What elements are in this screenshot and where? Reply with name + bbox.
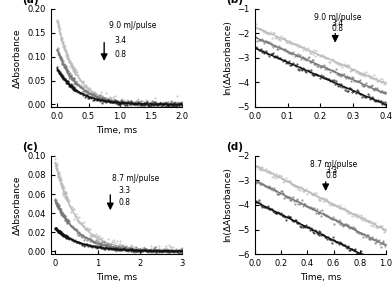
Text: (c): (c) (22, 142, 38, 152)
Text: 0.8: 0.8 (119, 198, 131, 207)
X-axis label: Time, ms: Time, ms (96, 273, 137, 282)
Text: 0.8: 0.8 (115, 50, 127, 59)
X-axis label: Time, ms: Time, ms (96, 126, 137, 135)
X-axis label: Time, ms: Time, ms (300, 273, 341, 282)
Text: 8.7 mJ/pulse: 8.7 mJ/pulse (310, 160, 357, 169)
Y-axis label: ln(ΔAbsorbance): ln(ΔAbsorbance) (223, 168, 232, 242)
Text: (a): (a) (22, 0, 39, 5)
Text: 8.7 mJ/pulse: 8.7 mJ/pulse (113, 174, 160, 182)
Text: 3.4: 3.4 (115, 36, 127, 45)
Text: 3.4: 3.4 (332, 19, 344, 28)
Text: 9.0 mJ/pulse: 9.0 mJ/pulse (109, 21, 156, 30)
Y-axis label: ΔAbsorbance: ΔAbsorbance (13, 175, 22, 235)
Y-axis label: ln(ΔAbsorbance): ln(ΔAbsorbance) (223, 20, 232, 95)
Text: (b): (b) (226, 0, 243, 5)
Text: 3.3: 3.3 (119, 186, 131, 195)
Text: 9.0 mJ/pulse: 9.0 mJ/pulse (314, 13, 361, 22)
Text: (d): (d) (226, 142, 243, 152)
Text: 0.8: 0.8 (326, 171, 338, 180)
Text: 0.8: 0.8 (332, 24, 344, 33)
Y-axis label: ΔAbsorbance: ΔAbsorbance (13, 28, 22, 88)
Text: 3.3: 3.3 (326, 166, 338, 175)
